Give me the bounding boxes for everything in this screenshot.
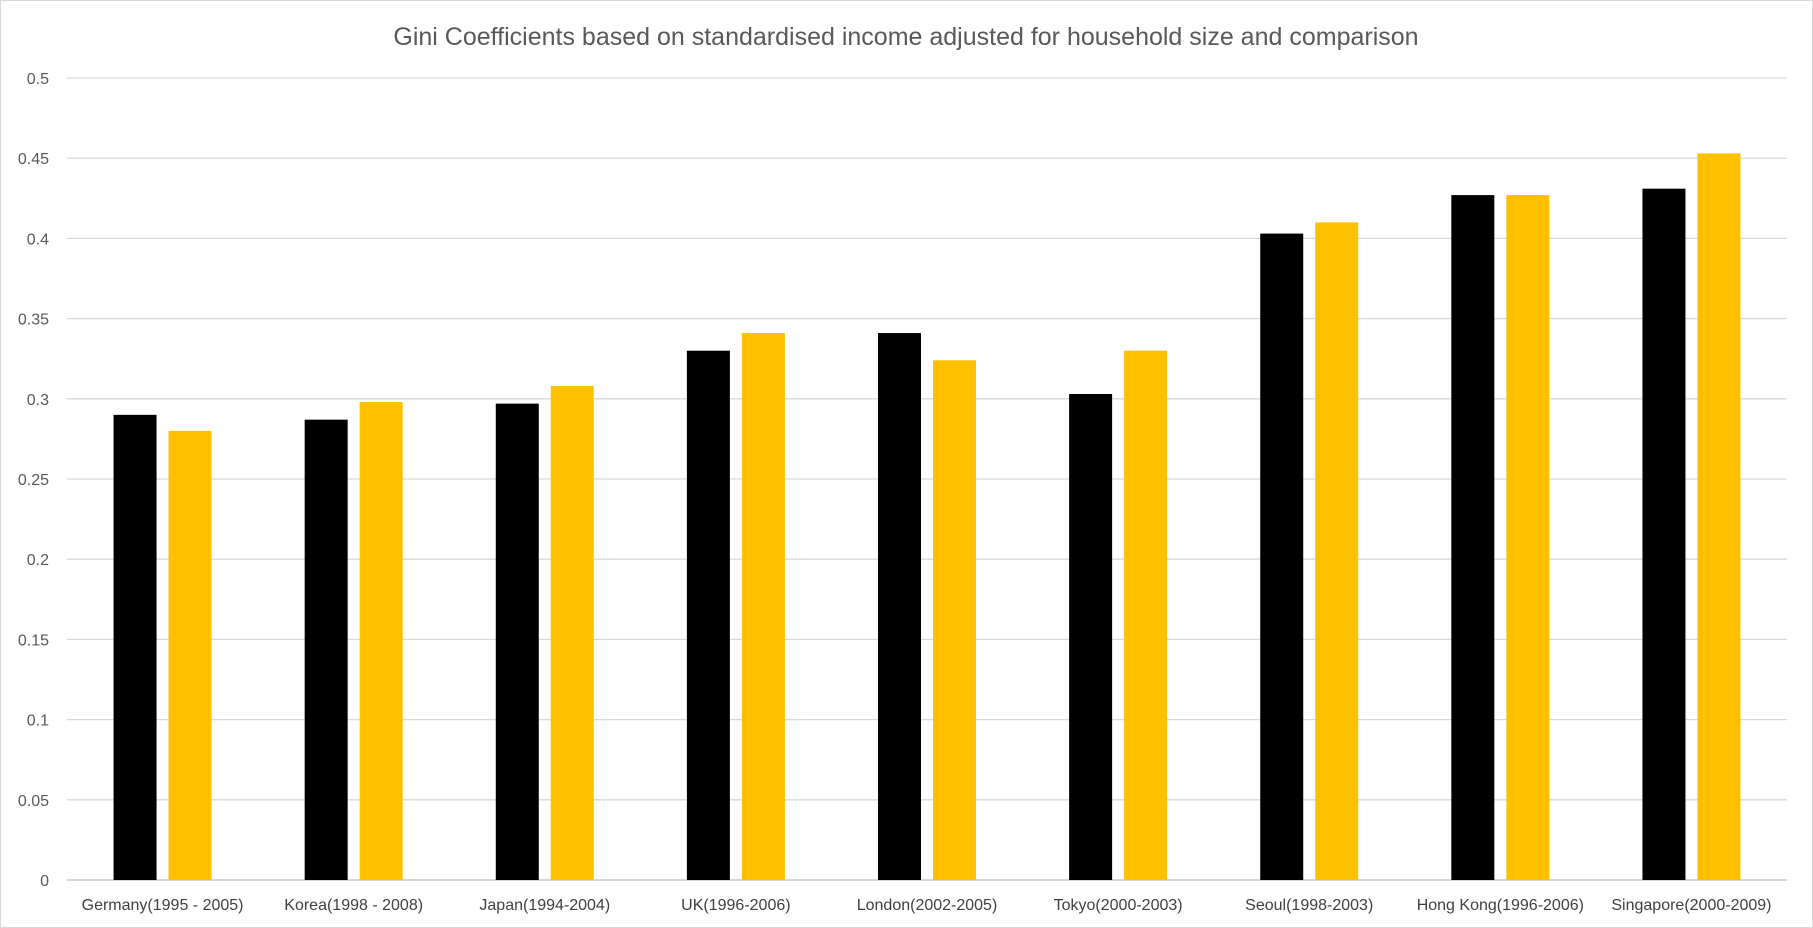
y-tick-label: 0.05 [18, 793, 49, 810]
x-category-label: Singapore(2000-2009) [1611, 897, 1771, 914]
y-tick-label: 0.15 [18, 632, 49, 649]
y-tick-label: 0.2 [27, 552, 49, 569]
x-category-label: UK(1996-2006) [681, 897, 790, 914]
bar-series-2-3 [741, 333, 785, 880]
bar-series-2-8 [1697, 153, 1741, 880]
bar-series-2-6 [1315, 222, 1359, 881]
y-tick-label: 0.45 [18, 151, 49, 168]
bar-series-1-8 [1642, 188, 1686, 880]
x-category-label: Korea(1998 - 2008) [284, 897, 423, 914]
bar-series-1-6 [1260, 233, 1304, 880]
y-tick-label: 0.3 [27, 392, 49, 409]
chart-title: Gini Coefficients based on standardised … [393, 23, 1418, 51]
y-tick-label: 0 [40, 873, 49, 890]
x-category-label: Hong Kong(1996-2006) [1417, 897, 1584, 914]
bar-series-1-3 [686, 350, 730, 880]
y-tick-label: 0.35 [18, 312, 49, 329]
x-category-label: Germany(1995 - 2005) [82, 897, 244, 914]
x-category-label: London(2002-2005) [857, 897, 998, 914]
bar-series-1-1 [304, 419, 348, 880]
bar-series-2-0 [168, 430, 212, 880]
bar-series-2-7 [1506, 195, 1550, 881]
x-axis-category-labels: Germany(1995 - 2005) Korea(1998 - 2008) Ja… [82, 897, 1772, 914]
bar-series-1-7 [1451, 195, 1495, 881]
bar-series-2-1 [359, 402, 403, 880]
bar-series-1-4 [878, 333, 921, 880]
y-tick-label: 0.1 [27, 713, 49, 730]
bars [113, 153, 1741, 881]
y-tick-label: 0.4 [27, 231, 49, 248]
x-category-label: Tokyo(2000-2003) [1054, 897, 1183, 914]
y-tick-label: 0.5 [27, 71, 49, 88]
bar-series-1-2 [495, 403, 539, 880]
bar-series-2-4 [933, 360, 976, 881]
gridlines [67, 77, 1787, 881]
bar-series-2-5 [1124, 350, 1168, 880]
bar-series-2-2 [550, 385, 594, 880]
bar-series-1-0 [113, 414, 157, 880]
x-category-label: Japan(1994-2004) [479, 897, 610, 914]
x-category-label: Seoul(1998-2003) [1245, 897, 1373, 914]
y-axis-tick-labels: 0 0.05 0.1 0.15 0.2 0.25 0.3 0.35 0.4 0.45 0.5 [18, 71, 49, 890]
y-tick-label: 0.25 [18, 472, 49, 489]
bar-series-1-5 [1069, 393, 1113, 880]
